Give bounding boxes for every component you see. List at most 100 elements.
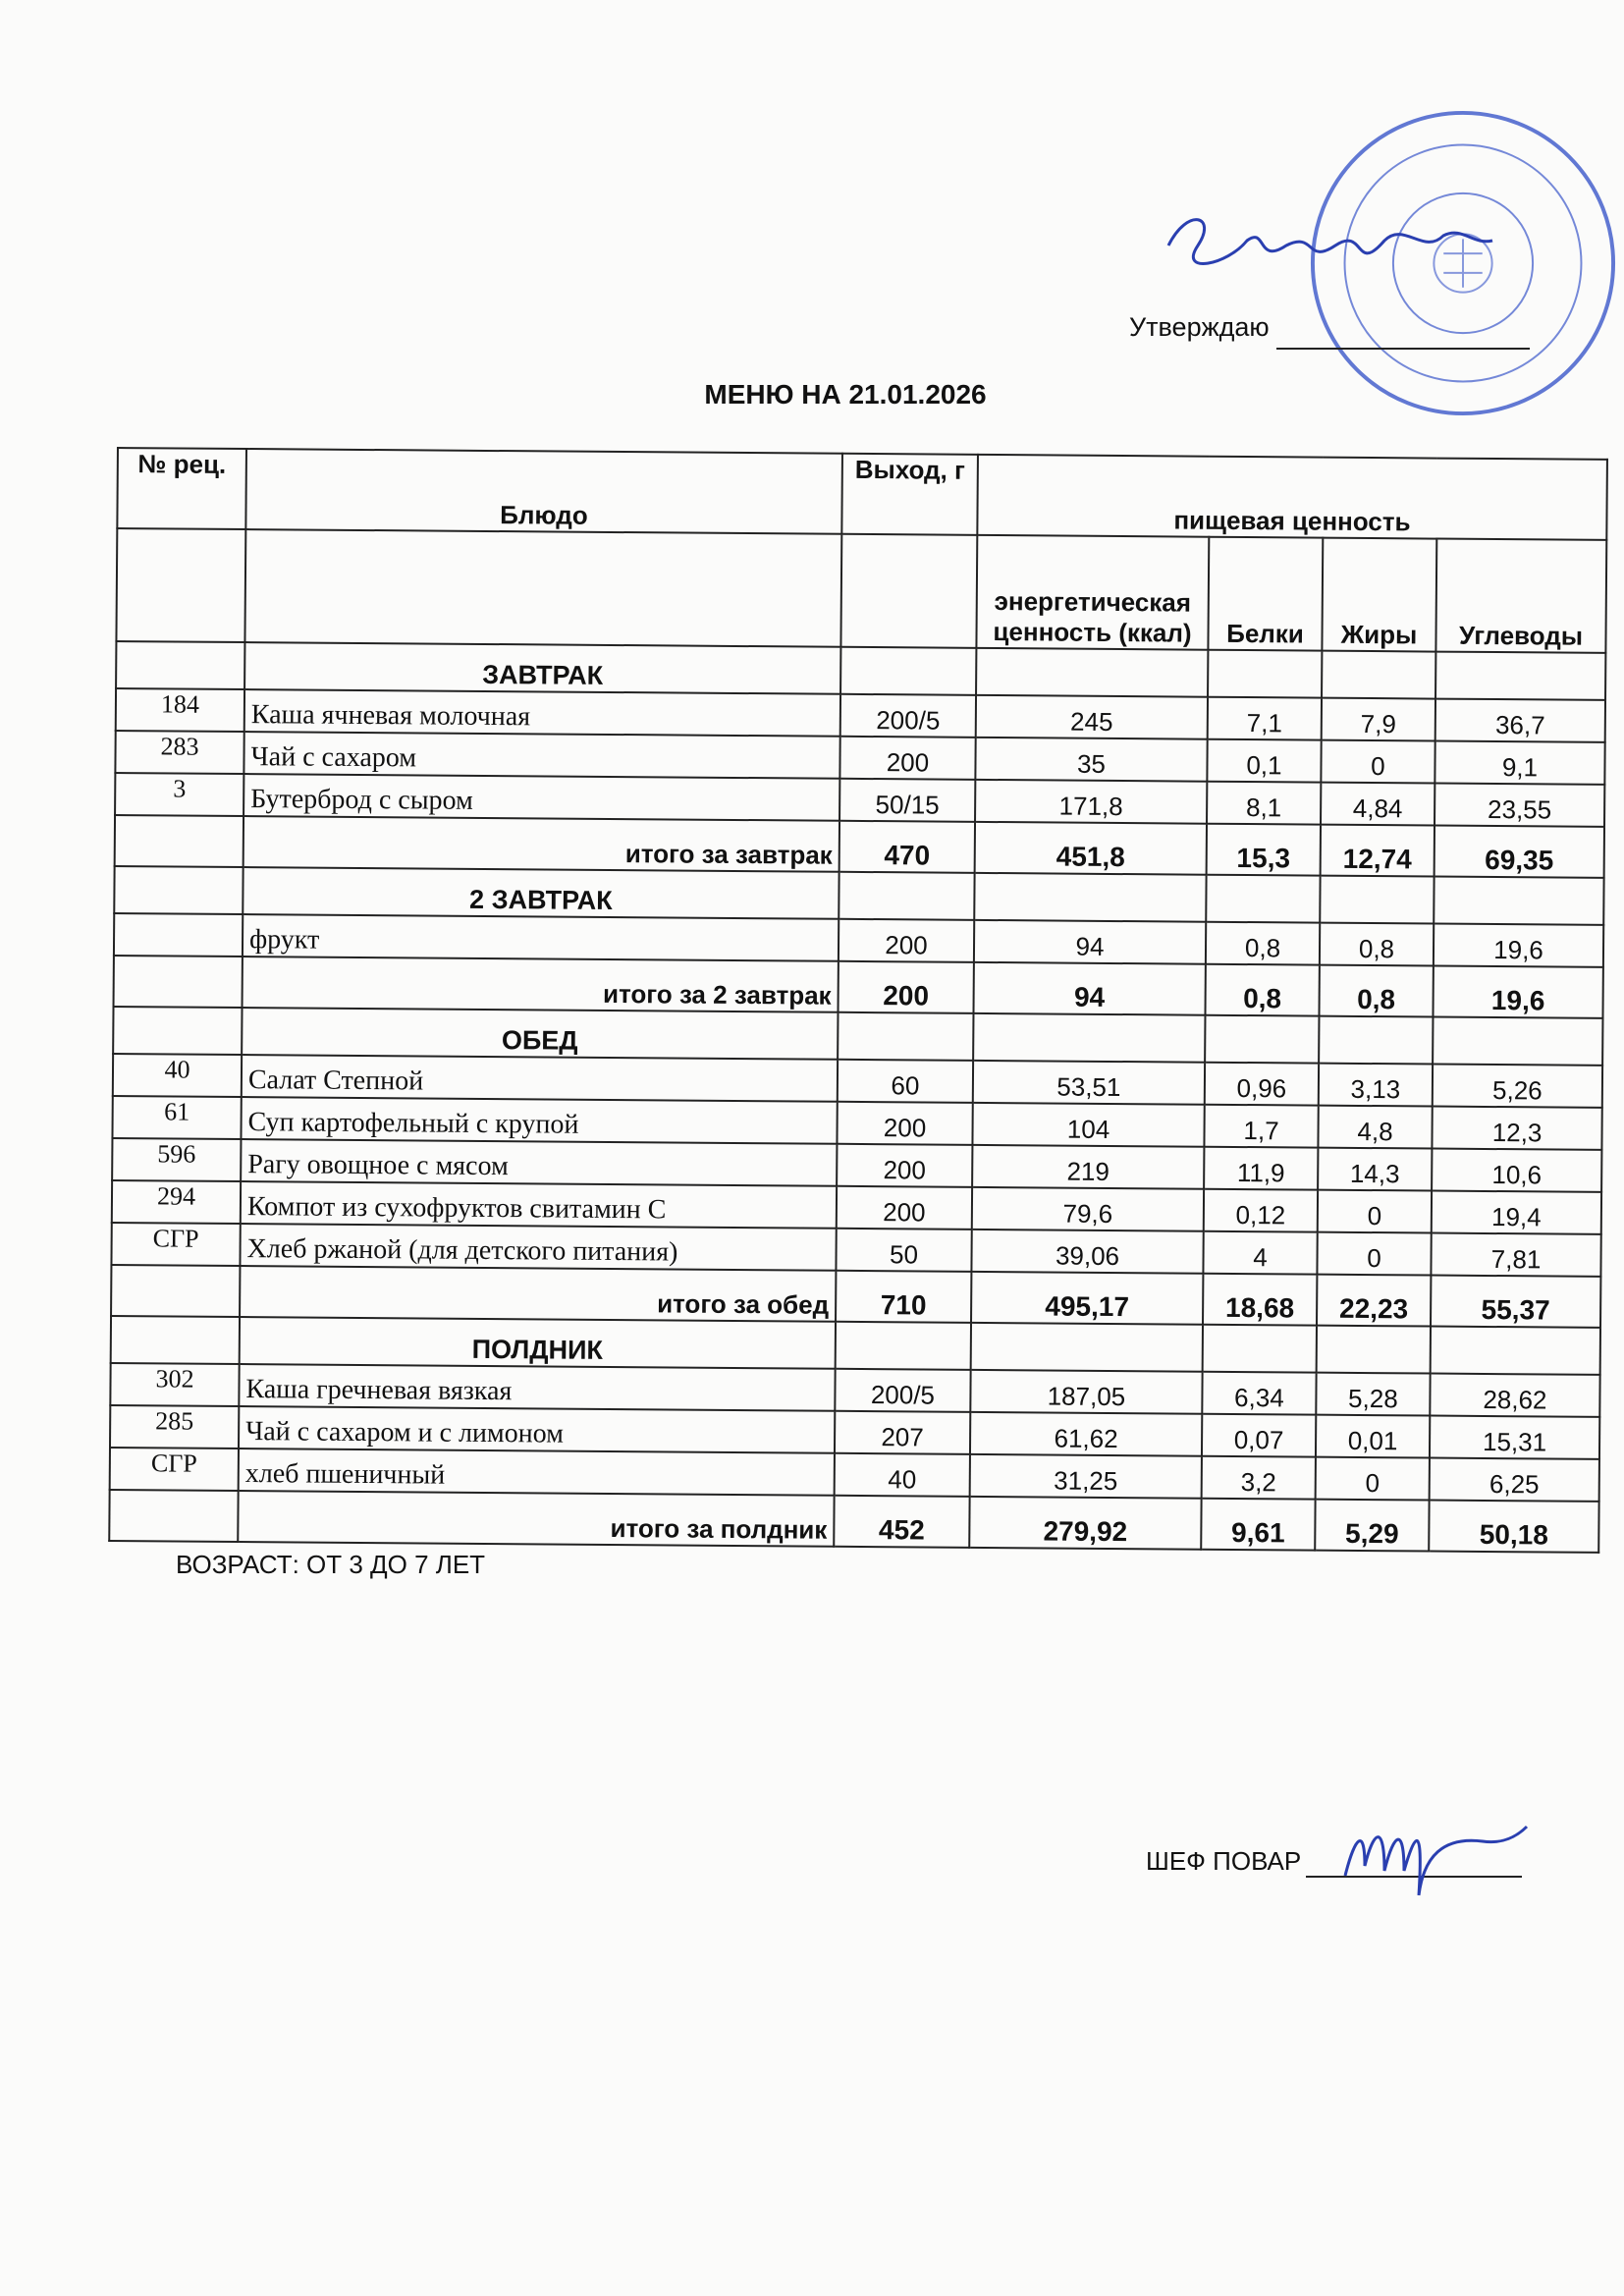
cell-output: 200 [837,1143,973,1187]
cell-energy: 35 [975,737,1208,782]
header-output: Выход, г [841,453,978,535]
cell-energy: 53,51 [972,1060,1206,1105]
chef-signature [1343,1825,1529,1896]
cell-fat: 3,13 [1318,1063,1434,1107]
cell-fat: 7,9 [1321,697,1436,741]
cell-protein: 0,96 [1204,1062,1320,1106]
cell-output: 207 [834,1410,971,1454]
total-row: итого за полдник 452 279,92 9,61 5,29 50,18 [109,1489,1599,1553]
cell-output: 200 [836,1185,973,1230]
cell [113,955,243,1009]
cell-protein: 6,34 [1202,1371,1317,1415]
cell-carbs: 5,26 [1432,1064,1603,1108]
total-energy: 94 [973,961,1206,1015]
cell-energy: 171,8 [975,779,1208,824]
cell-dish: Салат Степной [241,1055,839,1102]
header-empty [840,533,978,648]
header-energy: энергетическая ценность (ккал) [976,534,1210,650]
cell [1435,651,1606,700]
director-signature [1166,218,1493,265]
cell-carbs: 9,1 [1435,740,1605,785]
total-energy: 495,17 [971,1271,1204,1325]
total-energy: 279,92 [969,1496,1202,1550]
header-dish: Блюдо [245,449,842,534]
cell-energy: 219 [972,1144,1205,1189]
cell [1205,1014,1320,1064]
cell-protein: 0,07 [1201,1413,1317,1457]
total-protein: 9,61 [1201,1498,1316,1551]
cell [839,871,975,920]
cell-output: 50/15 [839,778,976,822]
approve-label: Утверждаю [1129,312,1270,342]
cell-protein: 7,1 [1207,696,1323,740]
cell [1316,1325,1432,1374]
total-carbs: 55,37 [1431,1275,1601,1328]
cell [1430,1326,1601,1375]
cell-fat: 0 [1317,1189,1433,1233]
cell [109,1489,239,1543]
cell-carbs: 28,62 [1430,1373,1600,1417]
cell-energy: 79,6 [971,1186,1205,1231]
cell-output: 50 [836,1228,972,1272]
cell-energy: 187,05 [970,1369,1203,1414]
cell-energy: 104 [972,1102,1205,1147]
total-protein: 15,3 [1206,823,1322,876]
total-label: итого за полдник [238,1491,835,1547]
cell-dish: Каша гречневая вязкая [239,1364,836,1411]
cell-protein: 0,1 [1207,738,1322,783]
cell [113,1006,243,1056]
total-protein: 18,68 [1203,1273,1318,1326]
total-fat: 12,74 [1320,824,1435,877]
section-title: ОБЕД [242,1008,839,1060]
cell-output: 60 [837,1059,974,1103]
cell [111,1264,241,1318]
cell-dish: Чай с сахаром [244,732,840,779]
menu-table: № рец. Блюдо Выход, г пищевая ценность э… [108,447,1608,1554]
cell-fat: 0 [1321,739,1435,784]
cell-fat: 5,28 [1316,1372,1431,1416]
cell-energy: 245 [975,694,1209,739]
cell [114,865,244,915]
cell [974,872,1207,922]
cell-code: 61 [112,1095,242,1140]
cell-output: 200/5 [839,693,977,738]
total-fat: 5,29 [1315,1499,1430,1552]
total-label: итого за обед [240,1266,837,1322]
cell-dish: Чай с сахаром и с лимоном [238,1406,836,1453]
cell-fat: 0 [1315,1456,1430,1501]
cell-protein: 11,9 [1204,1146,1319,1190]
cell-carbs: 7,81 [1431,1232,1601,1277]
header-fat: Жиры [1322,537,1437,652]
cell [110,1315,241,1365]
cell-protein: 4 [1203,1230,1318,1275]
cell-code: 302 [110,1362,240,1407]
cell-fat: 4,84 [1321,782,1435,826]
total-carbs: 19,6 [1433,965,1603,1018]
cell-dish: фрукт [242,914,839,961]
cell-code: СГР [109,1447,239,1492]
cell [116,641,245,690]
header-empty [116,528,246,643]
cell [114,814,244,868]
cell-output: 40 [834,1452,970,1497]
cell-fat: 0 [1317,1231,1432,1276]
cell-output: 200 [837,1101,973,1145]
cell-protein: 1,7 [1204,1104,1319,1148]
section-title: ПОЛДНИК [239,1317,837,1369]
cell-carbs: 19,4 [1431,1190,1602,1234]
cell [970,1322,1204,1372]
approve-signature-line [1276,348,1530,350]
cell-output: 200/5 [835,1368,971,1412]
chef-signature-line [1306,1876,1522,1878]
cell [1319,1015,1434,1065]
cell-fat: 0,8 [1319,922,1435,966]
cell [1434,876,1604,925]
cell [1208,649,1323,698]
cell-energy: 94 [973,919,1207,964]
cell-code: 184 [115,688,245,733]
total-fat: 0,8 [1319,964,1434,1017]
cell-carbs: 6,25 [1429,1457,1599,1502]
cell-dish: хлеб пшеничный [238,1449,835,1496]
total-output: 710 [836,1270,972,1323]
cell [1433,1016,1603,1066]
